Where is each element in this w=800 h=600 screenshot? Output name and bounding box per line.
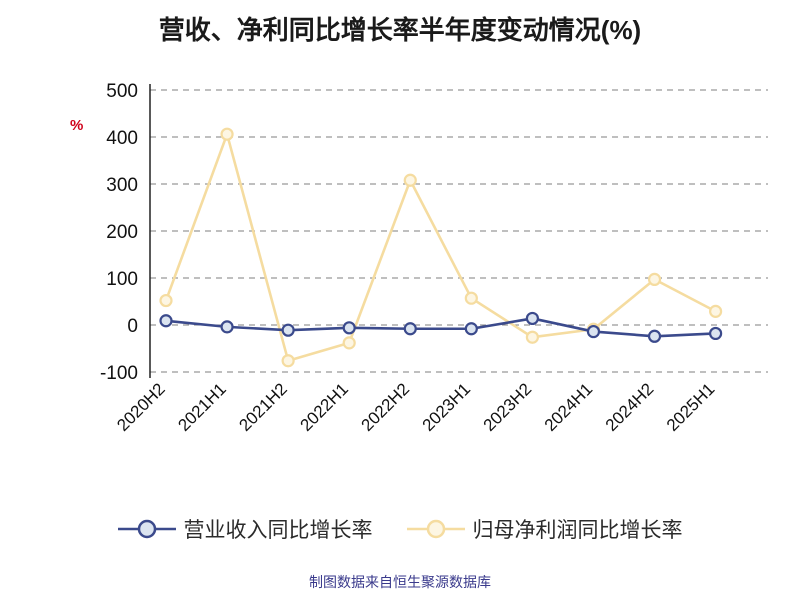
x-tick-label: 2021H2 [235,379,291,435]
legend-marker-netprofit-icon [406,519,465,539]
legend-item-netprofit[interactable]: 归母净利润同比增长率 [406,514,683,544]
data-point[interactable] [281,354,295,368]
y-tick-label: 100 [106,269,138,290]
data-point[interactable] [647,329,662,343]
data-point[interactable] [159,314,173,328]
y-tick-label: -100 [100,363,138,384]
data-point[interactable] [525,330,540,344]
legend-label-revenue: 营业收入同比增长率 [183,519,373,542]
y-tick-label: 200 [106,222,138,243]
x-tick-label: 2025H1 [663,379,719,435]
y-tick-label: 500 [106,81,138,102]
data-series-group [159,127,723,368]
x-tick-label: 2023H2 [480,379,536,435]
footer-source-note: 制图数据来自恒生聚源数据库 [309,574,491,590]
data-point[interactable] [403,322,417,336]
data-point[interactable] [342,336,356,350]
data-point[interactable] [464,291,478,305]
x-tick-label: 2024H1 [541,379,597,435]
gridlines-group [150,89,768,373]
chart-legend: 营业收入同比增长率 归母净利润同比增长率 [0,514,800,544]
data-point[interactable] [220,127,234,141]
y-tick-label: 0 [127,316,138,337]
data-point[interactable] [464,322,478,336]
legend-marker-revenue-icon [117,519,176,539]
x-tick-label: 2021H1 [174,379,230,435]
x-tick-label: 2022H1 [296,379,352,435]
x-tick-label: 2024H2 [602,379,658,435]
data-point[interactable] [220,320,234,334]
y-tick-label: 300 [106,175,138,196]
x-tick-label: 2020H2 [113,379,169,435]
y-tick-labels: -100 0 100 200 300 400 500 [100,81,138,384]
y-axis-unit-label: % [70,117,84,134]
data-point[interactable] [709,304,723,318]
data-point[interactable] [159,293,173,308]
series-line [164,132,717,363]
data-point[interactable] [709,326,723,341]
series-line [164,317,717,338]
data-point[interactable] [281,323,295,337]
data-point[interactable] [586,324,601,339]
data-point[interactable] [403,173,417,187]
x-tick-labels: 2020H2 2021H1 2021H2 2022H1 2022H2 2023H1 2023… [113,379,718,435]
legend-item-revenue[interactable]: 营业收入同比增长率 [117,514,373,544]
legend-label-netprofit: 归母净利润同比增长率 [472,519,683,542]
data-point[interactable] [647,272,662,287]
x-tick-label: 2022H2 [358,379,414,435]
page-title: 营收、净利同比增长率半年度变动情况(%) [158,15,642,45]
data-point[interactable] [342,321,356,335]
x-tick-label: 2023H1 [419,379,475,435]
data-point[interactable] [525,311,540,326]
y-tick-label: 400 [106,128,138,149]
